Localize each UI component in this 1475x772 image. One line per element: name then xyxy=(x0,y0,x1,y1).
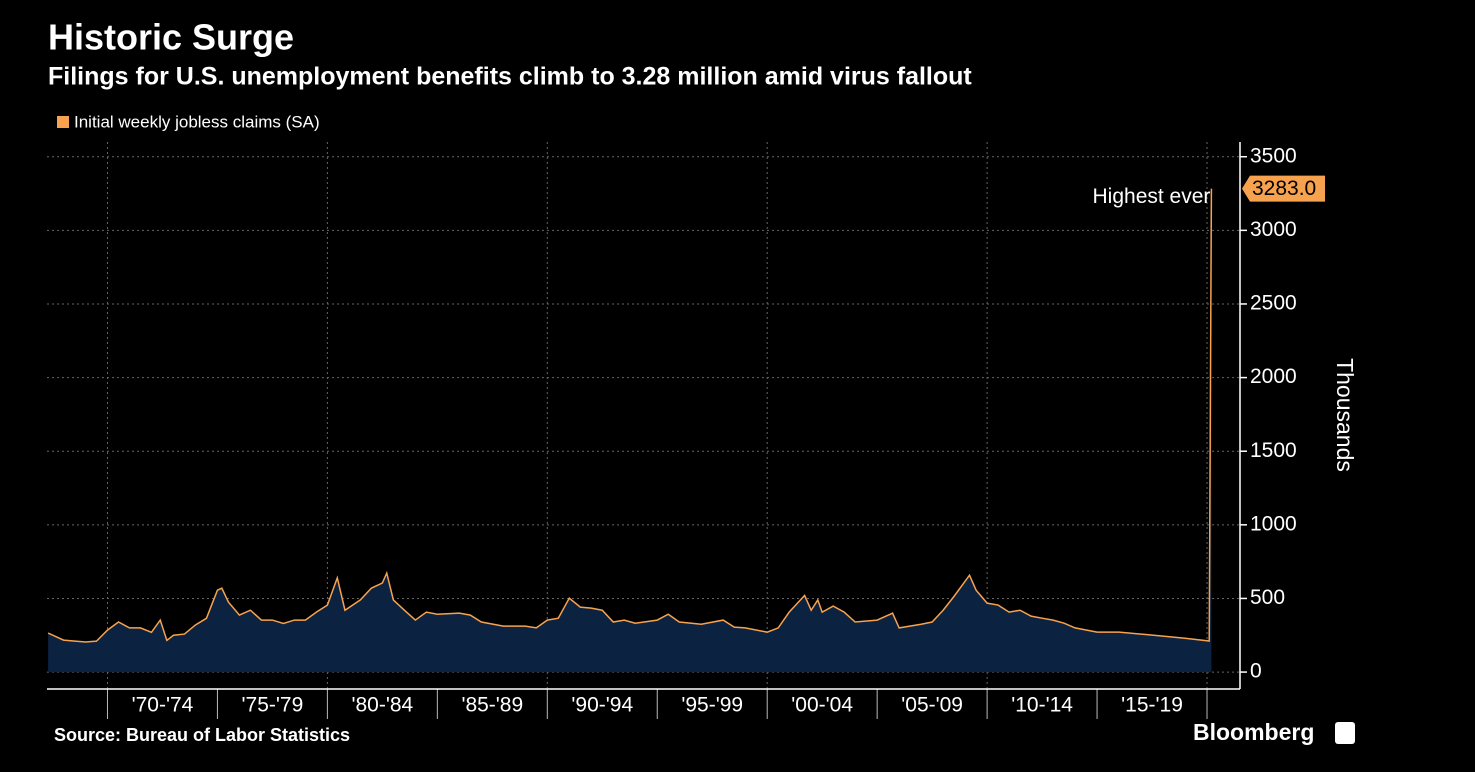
y-tick-label: 0 xyxy=(1250,660,1262,683)
y-tick-label: 1000 xyxy=(1250,512,1297,535)
x-tick-label: '70-'74 xyxy=(132,694,194,717)
x-tick-label: '10-'14 xyxy=(1011,694,1073,717)
x-tick-label: '75-'79 xyxy=(242,694,304,717)
legend-label: Initial weekly jobless claims (SA) xyxy=(74,112,320,131)
y-tick-label: 3500 xyxy=(1250,144,1297,167)
y-tick-label: 1500 xyxy=(1250,439,1297,462)
x-tick-label: '00-'04 xyxy=(791,694,853,717)
y-tick-label: 2500 xyxy=(1250,292,1297,315)
value-label-box xyxy=(1242,175,1325,202)
chart-subtitle: Filings for U.S. unemployment benefits c… xyxy=(48,63,972,91)
value-label: 3283.0 xyxy=(1252,177,1316,200)
y-tick-label: 500 xyxy=(1250,586,1285,609)
x-tick-label: '80-'84 xyxy=(351,694,413,717)
line xyxy=(47,188,1213,643)
y-tick-label: 2000 xyxy=(1250,365,1297,388)
x-tick-label: '90-'94 xyxy=(571,694,633,717)
annotation: Highest ever xyxy=(1093,185,1211,208)
x-tick-label: '15-'19 xyxy=(1121,694,1183,717)
y-axis-label: Thousands xyxy=(1332,358,1358,472)
x-tick-label: '05-'09 xyxy=(901,694,963,717)
brand-icon xyxy=(1335,722,1355,744)
x-tick-label: '95-'99 xyxy=(681,694,743,717)
x-tick-label: '85-'89 xyxy=(461,694,523,717)
source: Source: Bureau of Labor Statistics xyxy=(54,725,350,745)
chart-title: Historic Surge xyxy=(48,17,294,58)
legend-swatch xyxy=(57,116,69,128)
y-tick-label: 3000 xyxy=(1250,218,1297,241)
brand: Bloomberg xyxy=(1193,719,1314,745)
